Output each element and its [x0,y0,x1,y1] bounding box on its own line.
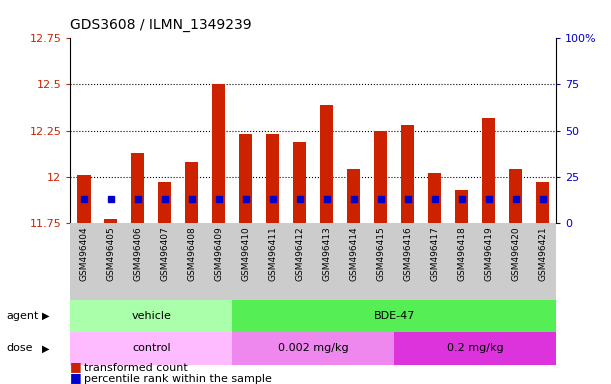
Text: GDS3608 / ILMN_1349239: GDS3608 / ILMN_1349239 [70,18,252,32]
Text: GSM496407: GSM496407 [160,227,169,281]
Text: control: control [132,343,170,354]
Text: 0.002 mg/kg: 0.002 mg/kg [278,343,348,354]
Bar [266,134,279,384]
Text: GSM496406: GSM496406 [133,227,142,281]
Text: GSM496410: GSM496410 [241,227,250,281]
Text: agent: agent [6,311,38,321]
Text: GSM496413: GSM496413 [322,227,331,281]
Text: GSM496420: GSM496420 [511,227,520,281]
Bar [104,219,117,384]
Bar [77,175,90,384]
Bar [131,153,144,384]
Text: GSM496405: GSM496405 [106,227,115,281]
Bar [401,125,414,384]
Bar [185,162,199,384]
Bar [455,190,468,384]
Text: ▶: ▶ [42,343,49,354]
Text: ■: ■ [70,360,86,373]
Text: ■: ■ [70,371,86,384]
Bar [509,169,522,384]
Text: GSM496419: GSM496419 [484,227,493,281]
Bar [374,131,387,384]
Text: percentile rank within the sample: percentile rank within the sample [84,374,271,384]
Bar [536,182,549,384]
Bar [428,173,441,384]
Bar [347,169,360,384]
Text: GSM496404: GSM496404 [79,227,88,281]
Bar [239,134,252,384]
Text: GSM496411: GSM496411 [268,227,277,281]
Text: 0.2 mg/kg: 0.2 mg/kg [447,343,503,354]
Text: GSM496414: GSM496414 [349,227,358,281]
Bar [232,300,556,332]
Text: GSM496417: GSM496417 [430,227,439,281]
Text: dose: dose [6,343,32,354]
Bar [70,300,232,332]
Text: GSM496409: GSM496409 [214,227,223,281]
Bar [232,332,394,365]
Text: GSM496408: GSM496408 [187,227,196,281]
Text: GSM496416: GSM496416 [403,227,412,281]
Bar [320,105,334,384]
Text: ▶: ▶ [42,311,49,321]
Text: BDE-47: BDE-47 [373,311,415,321]
Bar [70,332,232,365]
Bar [212,84,225,384]
Text: GSM496421: GSM496421 [538,227,547,281]
Text: GSM496412: GSM496412 [295,227,304,281]
Bar [158,182,172,384]
Text: GSM496418: GSM496418 [457,227,466,281]
Bar [482,118,496,384]
Text: vehicle: vehicle [131,311,171,321]
Bar [394,332,556,365]
Text: GSM496415: GSM496415 [376,227,385,281]
Text: transformed count: transformed count [84,363,188,373]
Bar [293,142,306,384]
